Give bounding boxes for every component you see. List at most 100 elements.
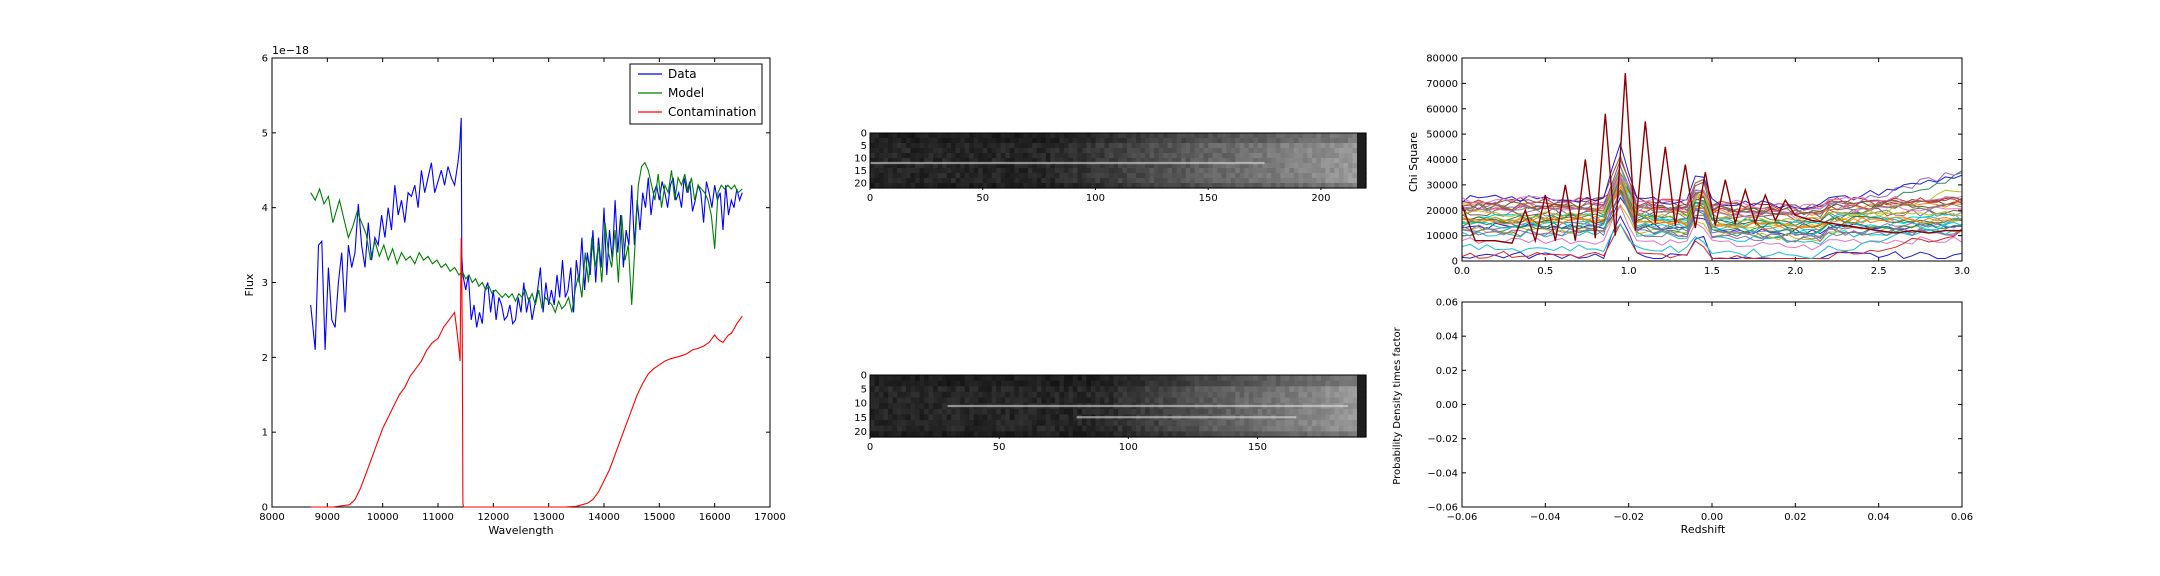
upper-image-pixel <box>1343 173 1349 179</box>
upper-image-pixel <box>942 178 948 184</box>
upper-image-pixel <box>1271 148 1277 154</box>
lower-image-pixel <box>982 391 988 399</box>
upper-image-pixel <box>892 158 898 164</box>
lower-image-pixel <box>1221 391 1227 399</box>
upper-image-pixel <box>1320 143 1327 149</box>
lower-image-pixel <box>1167 408 1173 416</box>
upper-image-pixel <box>1023 143 1029 149</box>
upper-image-pixel <box>1036 168 1042 174</box>
upper-image-pixel <box>924 183 930 189</box>
upper-image-pixel <box>1352 143 1358 149</box>
chi-square-line <box>1461 181 1963 230</box>
upper-image-pixel <box>1338 183 1345 189</box>
upper-image-pixel <box>937 178 943 184</box>
upper-image-pixel <box>1099 168 1106 174</box>
lower-image-pixel <box>1262 425 1268 432</box>
lower-image-pixel <box>1343 386 1349 393</box>
upper-image-pixel <box>1086 178 1092 184</box>
upper-image-pixel <box>1244 138 1250 144</box>
upper-image-pixel <box>960 183 966 189</box>
upper-image-pixel <box>1289 148 1295 154</box>
lower-image-pixel <box>1145 375 1151 382</box>
upper-image-pixel <box>1041 158 1047 164</box>
upper-image-pixel <box>1108 183 1115 189</box>
chi-square-x-tick-label: 0.5 <box>1537 266 1553 277</box>
upper-image-pixel <box>1257 143 1263 149</box>
upper-image-pixel <box>1356 173 1363 179</box>
upper-image-pixel <box>1244 178 1250 184</box>
lower-image-pixel <box>996 425 1002 432</box>
upper-image-pixel <box>973 133 979 139</box>
spectrum-x-tick-label: 11000 <box>422 512 454 523</box>
upper-image-pixel <box>901 158 907 164</box>
lower-image-pixel <box>1154 375 1160 382</box>
upper-image-pixel <box>915 163 921 169</box>
upper-image-pixel <box>1163 168 1169 174</box>
upper-image-pixel <box>978 153 984 159</box>
upper-image-pixel <box>1181 183 1187 189</box>
upper-image-pixel <box>1329 148 1336 154</box>
upper-image-pixel <box>1239 148 1245 154</box>
upper-image-pixel <box>924 143 930 149</box>
upper-image-pixel <box>1068 148 1074 154</box>
upper-image-pixel <box>1239 158 1245 164</box>
upper-image-pixel <box>1118 178 1124 184</box>
upper-image-pixel <box>1361 138 1367 144</box>
upper-image-pixel <box>1000 138 1006 144</box>
upper-image-pixel <box>1185 148 1191 154</box>
upper-image-pixel <box>1334 158 1340 164</box>
lower-image-pixel <box>1059 425 1065 432</box>
upper-image-y-tick-label: 0 <box>861 129 867 140</box>
upper-image-pixel <box>978 158 984 164</box>
upper-image-pixel <box>1045 173 1051 179</box>
upper-image-pixel <box>933 143 939 149</box>
lower-image-pixel <box>1203 386 1209 393</box>
upper-image-pixel <box>1334 178 1340 184</box>
upper-image-pixel <box>1000 153 1006 159</box>
upper-image-pixel <box>1203 173 1209 179</box>
upper-image-pixel <box>1361 183 1367 189</box>
lower-image-pixel <box>1163 386 1169 393</box>
lower-image-pixel <box>906 380 912 387</box>
upper-image-pixel <box>1167 148 1173 154</box>
spectrum-x-tick-label: 15000 <box>643 512 675 523</box>
lower-image-pixel <box>1131 425 1137 432</box>
lower-image-pixel <box>1050 431 1056 438</box>
flux-axis-label: Flux <box>243 273 256 296</box>
upper-image-pixel <box>1347 143 1354 149</box>
lower-image-pixel <box>937 420 943 427</box>
upper-image-pixel <box>1095 138 1101 144</box>
lower-image-pixel <box>1081 397 1088 404</box>
lower-image-pixel <box>942 391 948 399</box>
lower-image-pixel <box>1095 375 1101 382</box>
upper-image-pixel <box>1027 158 1033 164</box>
lower-image-pixel <box>870 431 876 438</box>
upper-image-pixel <box>1347 158 1354 164</box>
upper-image-pixel <box>1041 133 1047 139</box>
upper-image-pixel <box>1172 168 1178 174</box>
upper-image-pixel <box>1032 158 1038 164</box>
chi-square-y-tick-label: 70000 <box>1426 79 1458 90</box>
upper-image-pixel <box>1036 158 1042 164</box>
upper-image-y-tick-label: 5 <box>861 141 867 152</box>
lower-image-pixel <box>879 380 885 387</box>
lower-image-pixel <box>1361 403 1367 410</box>
upper-image-pixel <box>1014 168 1020 174</box>
upper-image-pixel <box>1122 143 1128 149</box>
upper-image-pixel <box>960 173 966 179</box>
lower-image-pixel <box>1095 425 1101 432</box>
upper-image-pixel <box>1235 168 1241 174</box>
upper-image-pixel <box>1320 173 1327 179</box>
lower-image-pixel <box>1298 414 1304 421</box>
lower-image-pixel <box>1244 431 1250 438</box>
upper-image-pixel <box>969 143 975 149</box>
upper-image-pixel <box>1077 153 1083 159</box>
lower-image-pixel <box>969 425 975 432</box>
upper-image-pixel <box>1257 173 1263 179</box>
lower-image-pixel <box>906 391 912 399</box>
lower-image-pixel <box>1081 386 1088 393</box>
upper-image-pixel <box>1050 183 1056 189</box>
upper-image-pixel <box>892 163 898 169</box>
upper-image-pixel <box>897 143 903 149</box>
